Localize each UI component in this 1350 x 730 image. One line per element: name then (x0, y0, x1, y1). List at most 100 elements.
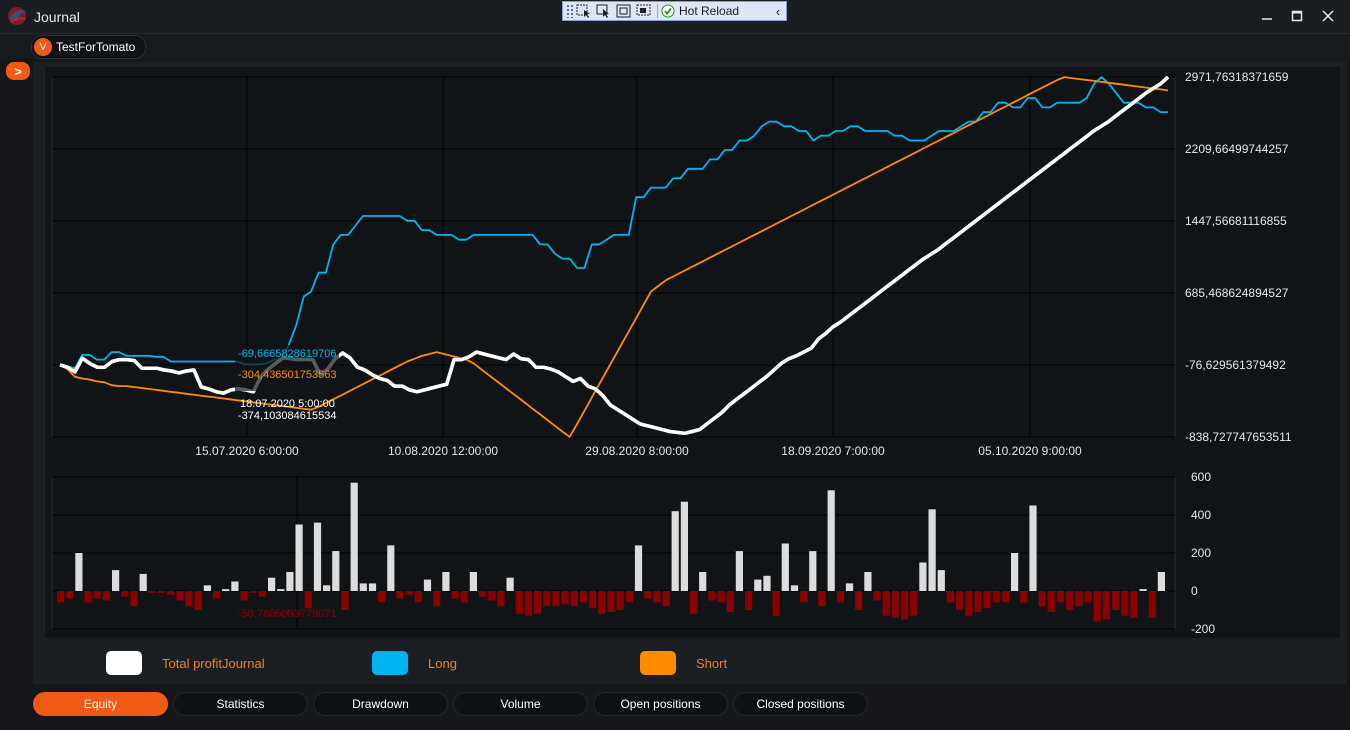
maximize-icon[interactable] (1287, 6, 1307, 26)
bar-negative (341, 591, 349, 610)
bar-negative (534, 591, 542, 614)
track-focus-icon[interactable] (634, 2, 654, 20)
bar-positive (268, 577, 276, 591)
tab-statistics[interactable]: Statistics (173, 692, 308, 716)
expand-panel-button[interactable]: > (6, 62, 30, 80)
legend: Total profitJournal Long Short (45, 645, 945, 681)
bar-positive (423, 579, 432, 591)
bar-negative (148, 591, 156, 593)
bar-positive (139, 573, 147, 591)
equity-charts-svg[interactable]: 2971,76318371659 2209,66499744257 1447,566… (45, 67, 1340, 638)
bar-negative (873, 591, 881, 601)
bar-positive (735, 551, 743, 591)
bar-negative (818, 591, 826, 607)
equity-y-tick-label: 1447,56681116855 (1185, 214, 1287, 228)
window-title: Journal (34, 9, 80, 25)
bar-positive (313, 522, 322, 591)
bar-negative (258, 591, 266, 597)
bar-positive (277, 589, 285, 591)
connection-tab[interactable]: V TestForTomato (31, 35, 147, 59)
bar-negative (708, 591, 716, 601)
bar-negative (836, 591, 844, 603)
tab-closed-positions[interactable]: Closed positions (733, 692, 868, 716)
bar-negative (1121, 591, 1129, 616)
equity-x-tick-label: 15.07.2020 6:00:00 (195, 444, 299, 458)
bar-positive (350, 482, 358, 591)
bar-negative (185, 591, 193, 607)
bar-negative (653, 591, 661, 603)
bar-positive (75, 553, 83, 591)
legend-item-total-profit: Total profitJournal (106, 651, 265, 675)
bar-negative (1056, 591, 1065, 603)
bar-negative (690, 591, 698, 614)
legend-swatch-short (640, 651, 676, 675)
close-icon[interactable] (1318, 6, 1338, 26)
bar-positive (790, 585, 799, 591)
legend-swatch-long (372, 651, 408, 675)
connection-tab-strip: V TestForTomato (0, 34, 1350, 59)
check-icon (661, 4, 675, 18)
chevron-left-icon[interactable]: ‹ (775, 3, 781, 19)
bar-negative (1084, 591, 1092, 603)
bar-positive (699, 572, 707, 591)
bar-positive (1011, 553, 1019, 591)
equity-x-tick-label: 18.09.2020 7:00:00 (781, 444, 885, 458)
bar-negative (800, 591, 808, 603)
layout-adorners-icon[interactable] (614, 2, 634, 20)
equity-chart-panel: 2971,76318371659 2209,66499744257 1447,566… (45, 67, 1340, 638)
bar-negative (1038, 591, 1046, 607)
bar-negative (130, 591, 138, 607)
tab-equity[interactable]: Equity (33, 692, 168, 716)
bar-positive (845, 583, 854, 591)
bar-positive (809, 551, 817, 591)
bar-positive (634, 545, 643, 591)
bar-negative (901, 591, 909, 620)
bar-positive (763, 575, 771, 591)
bar-negative (167, 591, 175, 595)
minimize-icon[interactable] (1257, 6, 1277, 26)
select-element-icon[interactable] (574, 2, 594, 20)
legend-label-long: Long (428, 655, 457, 671)
hot-reload-toolbar: Hot Reload ‹ (562, 1, 787, 21)
toolbar-separator (657, 4, 658, 18)
bar-negative (625, 591, 633, 603)
bar-negative (84, 591, 92, 603)
bar-negative (213, 591, 221, 599)
bar-negative (66, 591, 74, 599)
bar-negative (882, 591, 890, 616)
tab-drawdown[interactable]: Drawdown (313, 692, 448, 716)
bar-negative (579, 591, 588, 603)
bar-negative (772, 591, 780, 616)
legend-item-short: Short (640, 651, 727, 675)
bar-positive (1139, 589, 1147, 591)
bar-y-tick-label: -200 (1191, 622, 1215, 636)
bar-positive (442, 572, 450, 591)
bar-negative (1130, 591, 1138, 618)
equity-series-line (59, 76, 1168, 370)
bar-positive (387, 545, 395, 591)
bar-negative (1075, 591, 1083, 607)
equity-x-tick-label: 29.08.2020 8:00:00 (585, 444, 689, 458)
bar-negative (304, 591, 312, 609)
tab-volume[interactable]: Volume (453, 692, 588, 716)
bar-negative (726, 591, 734, 612)
bar-negative (479, 591, 487, 597)
equity-tooltip-bg (235, 345, 339, 391)
equity-total-profit-line (59, 75, 1170, 436)
select-pointer-icon[interactable] (594, 2, 614, 20)
bar-negative (433, 591, 441, 607)
bar-positive (680, 501, 688, 591)
bar-negative (396, 591, 404, 599)
bar-negative (515, 591, 523, 614)
toolbar-grip-icon[interactable] (566, 4, 574, 18)
bar-positive (222, 589, 230, 591)
legend-item-long: Long (372, 651, 457, 675)
hot-reload-label[interactable]: Hot Reload (679, 4, 740, 18)
bar-positive (323, 585, 331, 591)
tab-open-positions[interactable]: Open positions (593, 692, 728, 716)
bar-negative (644, 591, 652, 599)
bar-positive (864, 572, 872, 591)
connection-badge: V (34, 38, 52, 56)
bar-negative (157, 591, 166, 593)
equity-y-tick-label: 685,468624894527 (1185, 286, 1289, 300)
